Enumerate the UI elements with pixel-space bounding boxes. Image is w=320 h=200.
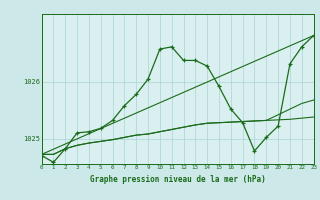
X-axis label: Graphe pression niveau de la mer (hPa): Graphe pression niveau de la mer (hPa) [90,175,266,184]
